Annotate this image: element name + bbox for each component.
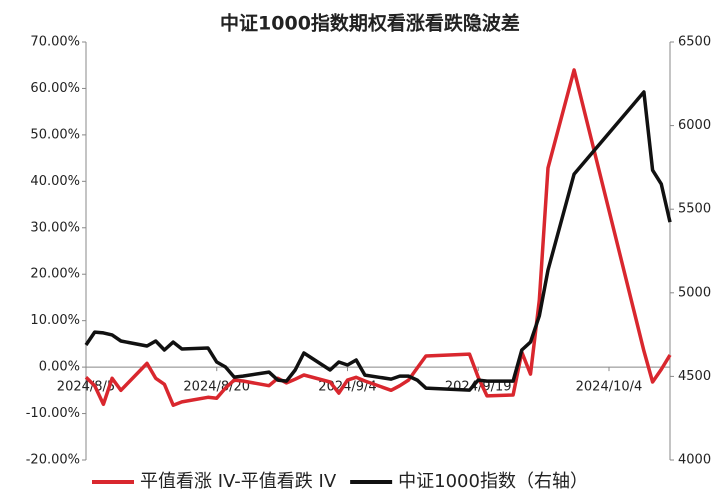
y2-tick-label: 6000	[678, 118, 711, 133]
y-tick-label: -20.00%	[26, 453, 80, 468]
y-tick-label: 0.00%	[39, 360, 80, 375]
y-tick-label: 70.00%	[30, 35, 80, 50]
y2-tick-label: 4000	[678, 453, 711, 468]
legend-label: 平值看涨 IV-平值看跌 IV	[140, 471, 337, 492]
x-tick-label: 2024/8/20	[183, 380, 250, 395]
y-tick-label: 60.00%	[30, 81, 80, 96]
legend-label: 中证1000指数（右轴）	[398, 471, 588, 492]
y2-tick-label: 4500	[678, 369, 711, 384]
series-line	[84, 68, 672, 407]
y-tick-label: 10.00%	[30, 313, 80, 328]
y-tick-label: 40.00%	[30, 174, 80, 189]
y-tick-label: 30.00%	[30, 220, 80, 235]
x-tick-label: 2024/10/4	[576, 380, 643, 395]
y-tick-label: 50.00%	[30, 127, 80, 142]
y2-tick-label: 5500	[678, 202, 711, 217]
series-line	[84, 90, 672, 392]
chart-title: 中证1000指数期权看涨看跌隐波差	[220, 12, 520, 35]
y-tick-label: 20.00%	[30, 267, 80, 282]
y2-tick-label: 6500	[678, 35, 711, 50]
y-tick-label: -10.00%	[26, 406, 80, 421]
y2-tick-label: 5000	[678, 285, 711, 300]
x-tick-label: 2024/8/5	[57, 380, 115, 395]
